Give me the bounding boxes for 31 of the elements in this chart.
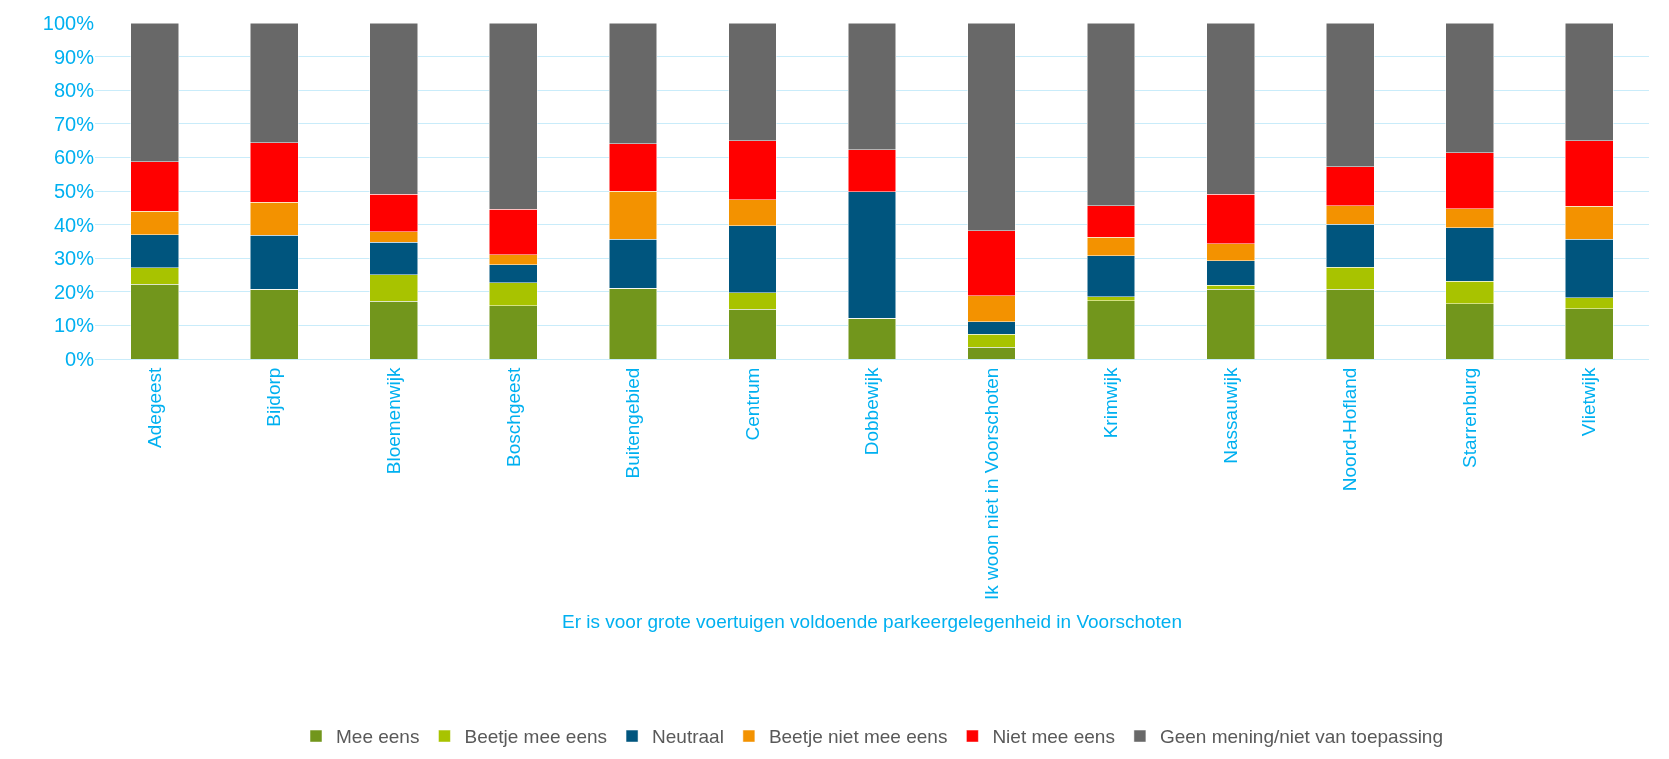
y-tick-label: 90% <box>53 45 95 68</box>
x-tick-label: Dobbewijk <box>861 367 883 456</box>
x-tick-label: Ik woon niet in Voorschoten <box>980 367 1002 600</box>
legend-label: Mee eens <box>336 726 420 748</box>
x-tick-label: Buitengebied <box>622 367 644 479</box>
x-tick-label: Noord-Hofland <box>1339 367 1361 492</box>
x-axis-title: Er is voor grote voertuigen voldoende parkeergelegenheid in Voorschoten <box>561 610 1183 632</box>
y-tick-label: 10% <box>53 314 95 337</box>
legend-label: Beetje mee eens <box>464 726 608 748</box>
x-tick-label: Vlietwijk <box>1578 367 1600 437</box>
y-tick-label: 50% <box>53 180 95 202</box>
x-tick-label: Bloemenwijk <box>383 367 405 475</box>
legend-label: Neutraal <box>652 726 724 748</box>
y-tick-label: 100% <box>42 12 95 34</box>
x-tick-label: Boschgeest <box>502 366 524 467</box>
y-tick-label: 40% <box>53 213 95 236</box>
y-tick-label: 60% <box>53 146 95 169</box>
y-tick-label: 0% <box>65 348 95 370</box>
x-tick-label: Starrenburg <box>1458 367 1480 468</box>
legend-label: Niet mee eens <box>992 726 1115 748</box>
x-tick-label: Krimwijk <box>1100 367 1122 439</box>
legend-label: Beetje niet mee eens <box>768 726 948 748</box>
x-tick-label: Nassauwijk <box>1219 367 1241 464</box>
x-tick-label: Bijdorp <box>263 367 285 427</box>
y-tick-label: 80% <box>53 79 95 102</box>
x-tick-label: Centrum <box>741 367 763 441</box>
x-tick-label: Adegeest <box>143 366 165 448</box>
legend-label: Geen mening/niet van toepassing <box>1159 726 1443 748</box>
y-tick-label: 70% <box>53 112 95 135</box>
y-tick-label: 20% <box>53 280 95 303</box>
y-tick-label: 30% <box>53 247 95 270</box>
